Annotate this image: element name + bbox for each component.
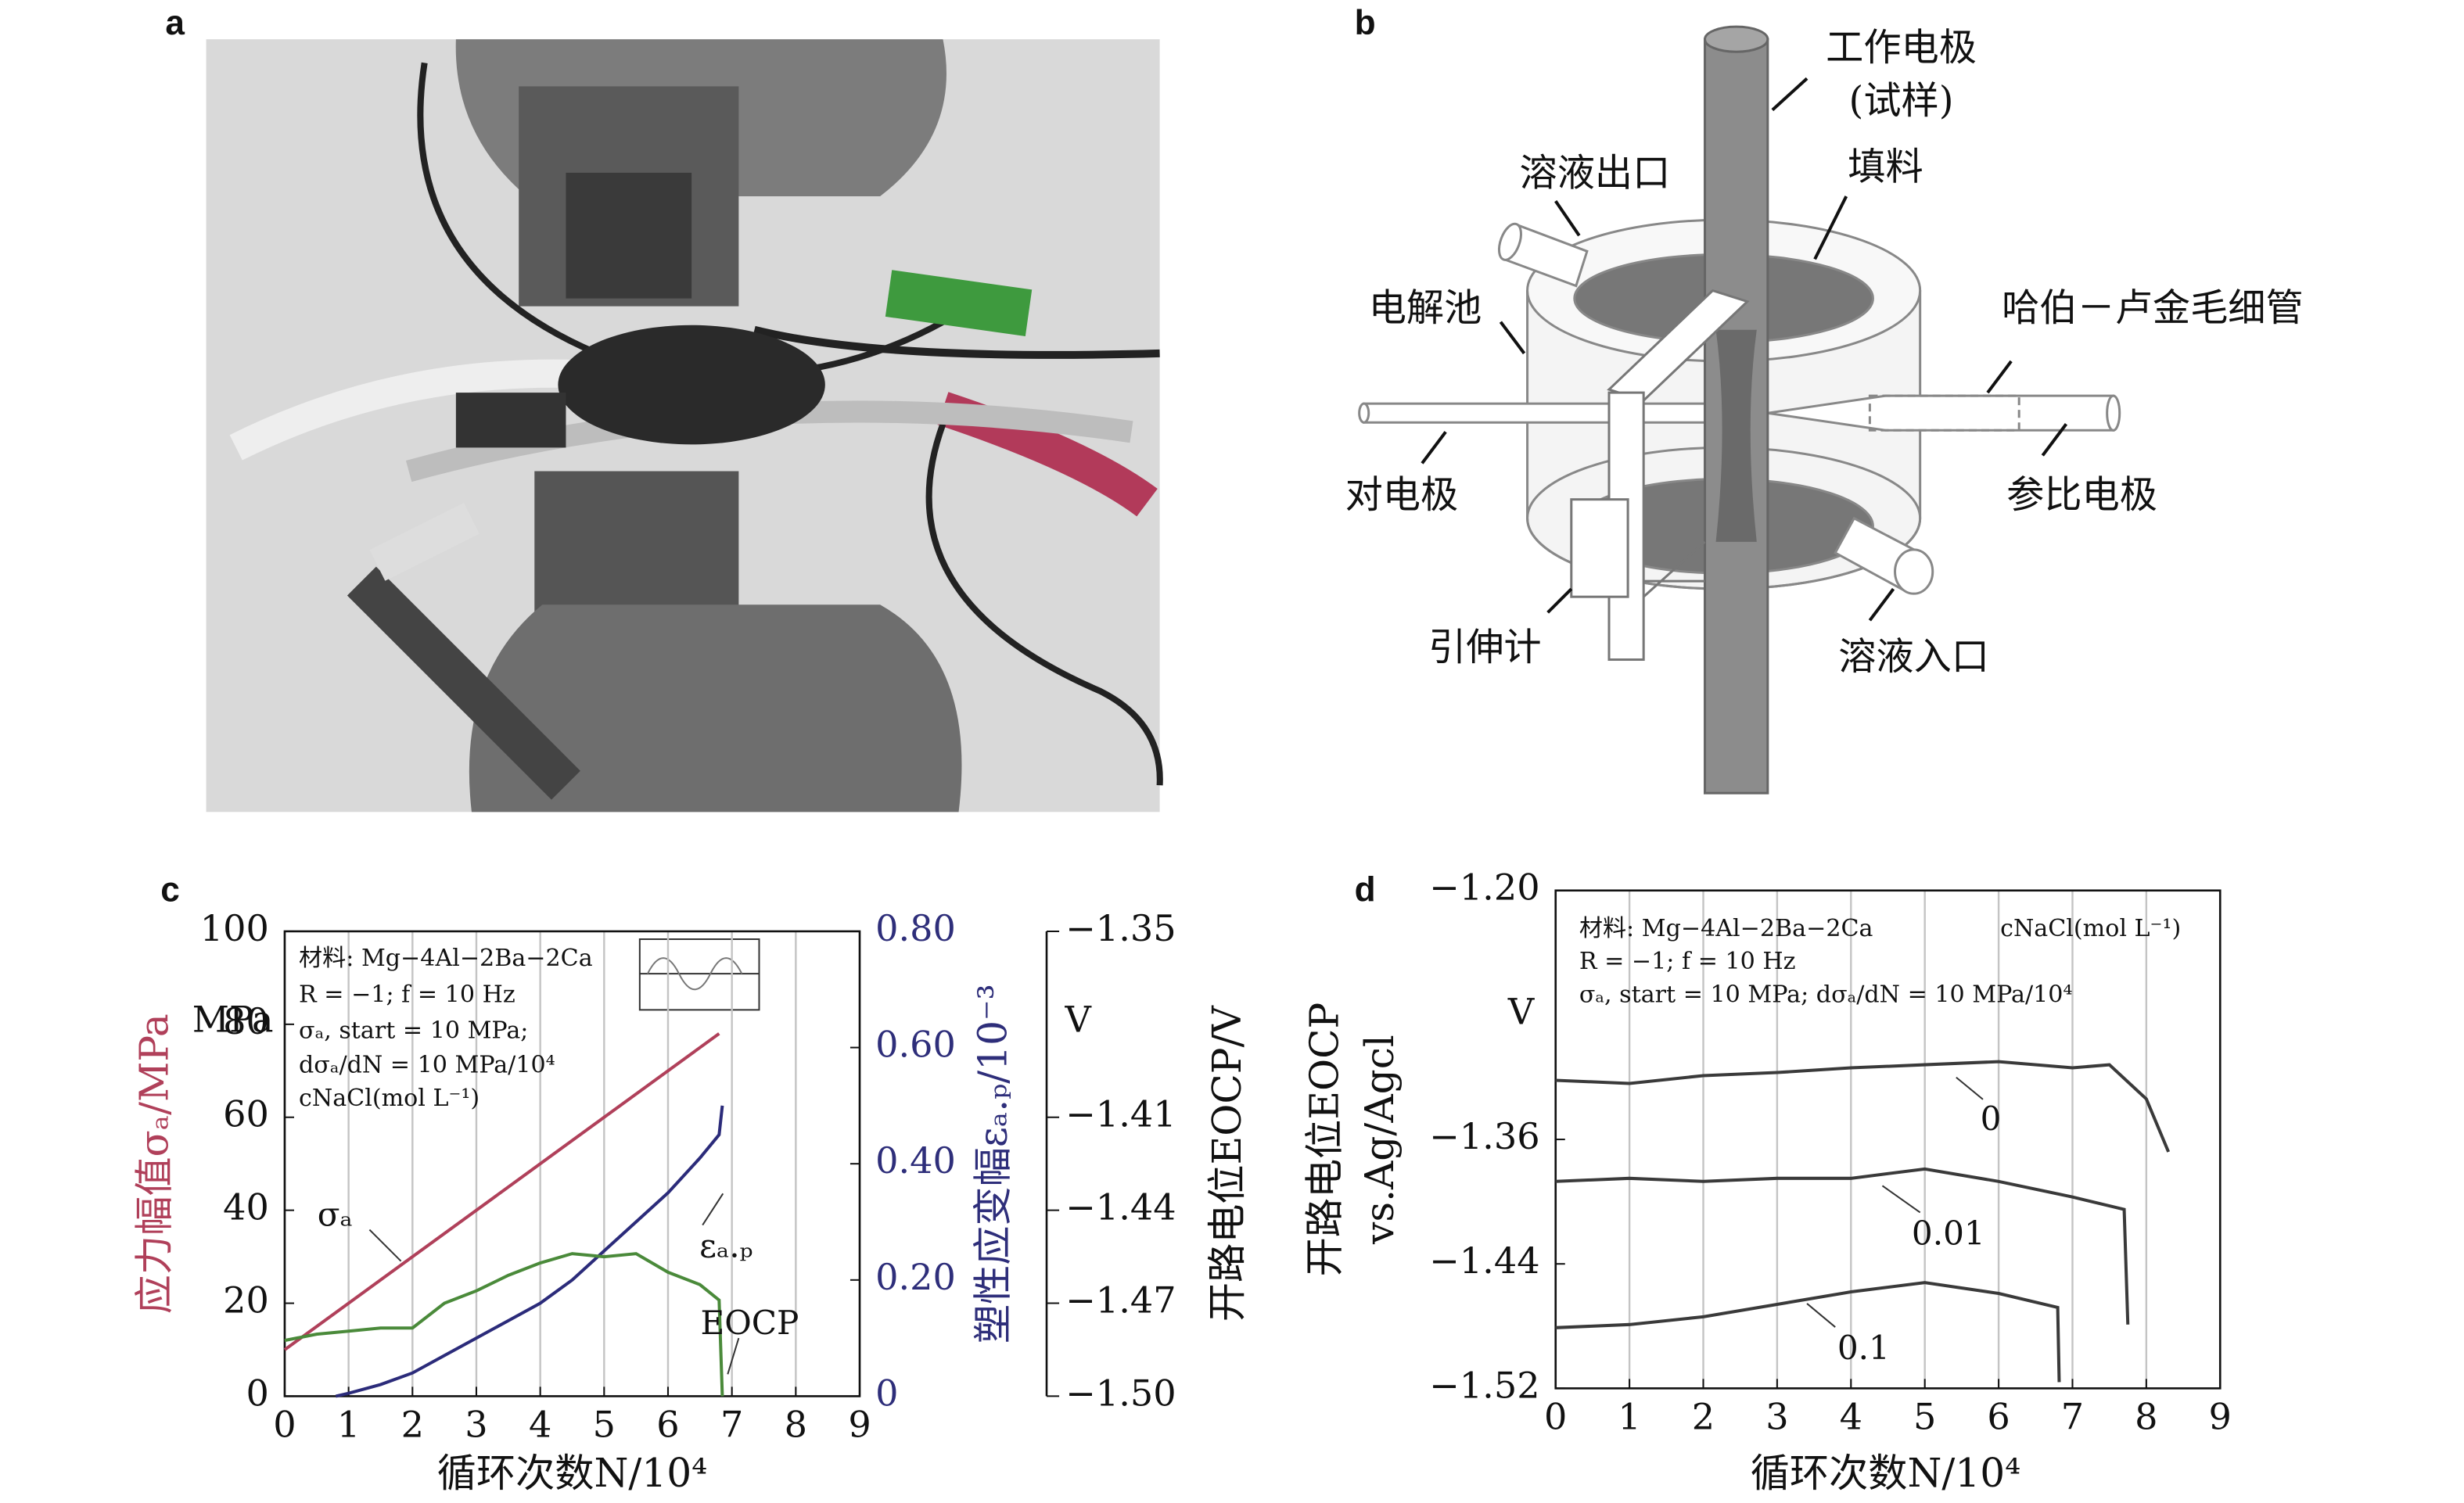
x-tick-label: 4	[1840, 1396, 1862, 1438]
diagram-label: 填料	[1848, 145, 1923, 188]
y-axis-label: 开路电位EOCP	[1302, 1003, 1348, 1277]
x-tick-label: 8	[785, 1404, 807, 1446]
legend-text: cNaCl(mol L⁻¹)	[2000, 915, 2181, 942]
y-tick-label: 20	[223, 1279, 269, 1322]
series-line	[335, 1105, 724, 1398]
x-tick-label: 5	[593, 1404, 616, 1446]
y-tick-label: 80	[223, 1000, 269, 1042]
y-tick-label: 100	[200, 907, 269, 949]
legend-text: σₐ, start = 10 MPa;	[299, 1017, 528, 1044]
legend-text: R = −1; f = 10 Hz	[299, 981, 515, 1008]
y3-tick-label: −1.47	[1065, 1279, 1176, 1322]
series-line	[284, 1252, 724, 1397]
label-pointer	[1806, 1303, 1836, 1328]
x-axis-label: 循环次数N/10⁴	[437, 1450, 708, 1496]
diagram-label: 哈伯－卢金毛细管	[2002, 286, 2304, 330]
legend-text: R = −1; f = 10 Hz	[1579, 948, 1796, 975]
y-tick-label: −1.20	[1429, 866, 1540, 909]
y2-axis-label: 塑性应变幅εₐ.ₚ/10⁻³	[970, 984, 1016, 1343]
diagram-label: (试样)	[1849, 79, 1954, 123]
y-tick-label: −1.44	[1429, 1239, 1540, 1282]
waveform-inset	[638, 938, 760, 1011]
x-tick-label: 1	[337, 1404, 360, 1446]
y2-tick-label: 0.60	[875, 1024, 956, 1066]
x-tick-label: 5	[1913, 1396, 1936, 1438]
x-tick-label: 7	[2061, 1396, 2084, 1438]
legend-text: σₐ, start = 10 MPa; dσₐ/dN = 10 MPa/10⁴	[1579, 981, 2073, 1008]
label-pointer	[368, 1229, 402, 1262]
x-tick-label: 7	[720, 1404, 743, 1446]
x-tick-label: 9	[848, 1404, 871, 1446]
y-axis-label: vs.Ag/Agcl	[1356, 1035, 1403, 1245]
diagram-label: 电解池	[1369, 286, 1482, 330]
diagram-label: 溶液入口	[1838, 635, 1989, 679]
label-pointer	[702, 1193, 724, 1226]
y-unit: V	[1507, 990, 1536, 1032]
panel-label: b	[1355, 4, 1376, 42]
series-label: 0.1	[1837, 1329, 1890, 1367]
panel-label: c	[160, 870, 180, 909]
x-tick-label: 0	[273, 1404, 296, 1446]
y3-axis-label: 开路电位EOCP/V	[1204, 1006, 1250, 1322]
cell-diagram	[1358, 25, 2121, 795]
series-label: 0	[1981, 1099, 2002, 1138]
y-tick-label: 60	[223, 1093, 269, 1135]
y3-tick-label: −1.50	[1065, 1372, 1176, 1414]
series-line	[1555, 1060, 2171, 1153]
legend-box	[287, 937, 637, 1118]
x-axis-label: 循环次数N/10⁴	[1751, 1450, 2021, 1496]
x-tick-label: 2	[1692, 1396, 1715, 1438]
y2-tick-label: 0.80	[875, 907, 956, 949]
diagram-label: 工作电极	[1826, 26, 1977, 70]
series-label: σₐ	[318, 1195, 353, 1233]
series-label: εₐ.ₚ	[699, 1227, 752, 1265]
diagram-label: 参比电极	[2006, 473, 2157, 517]
leader-lines	[1421, 77, 2068, 622]
label-pointer	[1881, 1185, 1921, 1214]
x-tick-label: 6	[1987, 1396, 2010, 1438]
photo	[206, 39, 1163, 812]
legend-text: 材料: Mg−4Al−2Ba−2Ca	[1579, 915, 1873, 942]
series-label: 0.01	[1912, 1214, 1985, 1253]
series-line	[1555, 1281, 2061, 1383]
x-tick-label: 3	[1765, 1396, 1788, 1438]
panel-label: a	[165, 4, 185, 42]
y-tick-label: −1.52	[1429, 1364, 1540, 1406]
x-tick-label: 8	[2135, 1396, 2157, 1438]
y-tick-label: −1.36	[1429, 1115, 1540, 1157]
series-line	[283, 1032, 720, 1351]
label-pointer	[727, 1337, 740, 1375]
x-tick-label: 0	[1544, 1396, 1567, 1438]
y3-tick-label: −1.41	[1065, 1093, 1176, 1135]
y3-tick-label: −1.35	[1065, 907, 1176, 949]
y2-tick-label: 0.40	[875, 1139, 956, 1182]
y3-unit: V	[1065, 998, 1093, 1040]
legend-text: cNaCl(mol L⁻¹)	[299, 1085, 480, 1112]
legend-text: 材料: Mg−4Al−2Ba−2Ca	[299, 945, 593, 972]
y-unit: MPa	[192, 998, 274, 1040]
y-axis-label: 应力幅值σₐ/MPa	[131, 1013, 177, 1314]
x-tick-label: 2	[401, 1404, 424, 1446]
y3-tick-label: −1.44	[1065, 1186, 1176, 1229]
y2-tick-label: 0	[875, 1372, 898, 1414]
label-pointer	[1956, 1076, 1984, 1100]
diagram-label: 引伸计	[1428, 626, 1542, 669]
legend-text: dσₐ/dN = 10 MPa/10⁴	[299, 1052, 555, 1079]
diagram-label: 对电极	[1345, 473, 1459, 517]
x-tick-label: 1	[1618, 1396, 1640, 1438]
series-line	[1555, 1167, 2130, 1325]
diagram-label: 溶液出口	[1520, 151, 1671, 195]
series-label: EOCP	[700, 1304, 799, 1342]
y-tick-label: 0	[246, 1372, 268, 1414]
panel-label: d	[1355, 870, 1376, 909]
x-tick-label: 4	[529, 1404, 551, 1446]
y2-tick-label: 0.20	[875, 1256, 956, 1298]
x-tick-label: 6	[656, 1404, 679, 1446]
x-tick-label: 3	[465, 1404, 487, 1446]
x-tick-label: 9	[2209, 1396, 2232, 1438]
y-tick-label: 40	[223, 1186, 269, 1229]
